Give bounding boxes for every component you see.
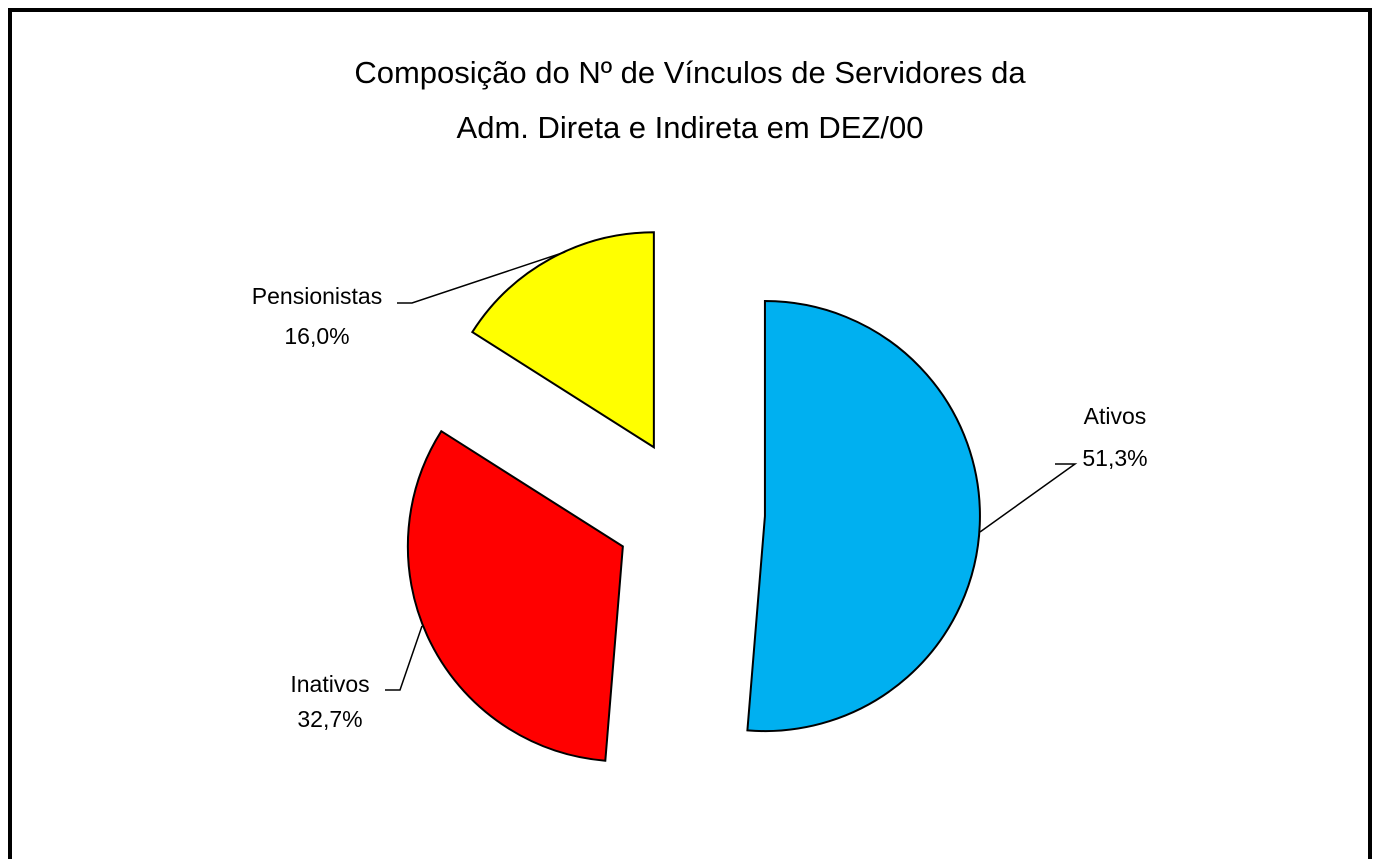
leader-line: [397, 251, 566, 304]
pie-slice: [406, 429, 624, 762]
pie-slice: [746, 300, 981, 732]
value-label: 32,7%: [297, 706, 362, 732]
slice-label: Ativos: [1084, 403, 1147, 429]
leader-line: [979, 463, 1078, 533]
value-label: 51,3%: [1082, 445, 1147, 471]
chart-title: Composição do Nº de Vínculos de Servidor…: [354, 55, 1026, 90]
chart-title: Adm. Direta e Indireta em DEZ/00: [457, 110, 924, 145]
slice-label: Inativos: [290, 671, 369, 697]
value-label: 16,0%: [284, 323, 349, 349]
leader-line: [385, 625, 423, 691]
chart-border: [8, 8, 1372, 864]
slice-label: Pensionistas: [252, 283, 382, 309]
pie-slice: [470, 231, 655, 450]
